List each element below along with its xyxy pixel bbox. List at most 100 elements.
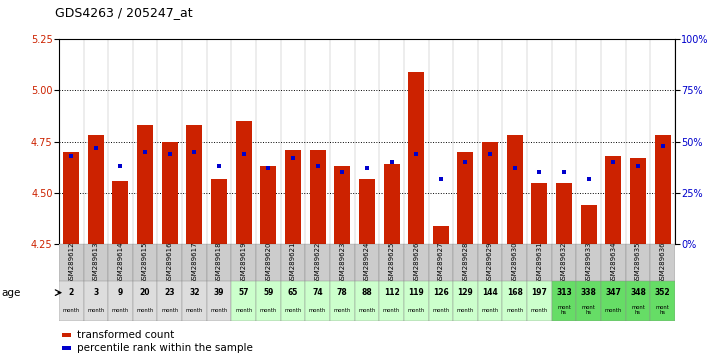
Text: 32: 32 (189, 288, 200, 297)
Bar (59, 244, 83, 281)
Bar (355, 281, 379, 321)
Text: 9: 9 (118, 288, 123, 297)
Text: mont
hs: mont hs (557, 305, 571, 315)
Point (238, 151, 249, 157)
Bar (453, 244, 477, 281)
Text: month: month (309, 308, 326, 313)
Point (213, 164, 225, 169)
Text: 144: 144 (482, 288, 498, 297)
Text: month: month (235, 308, 252, 313)
Text: month: month (408, 308, 425, 313)
Text: month: month (210, 308, 228, 313)
Bar (551, 244, 577, 281)
Text: GSM289634: GSM289634 (610, 241, 616, 284)
Bar (429, 281, 453, 321)
Bar (108, 244, 133, 281)
Text: GSM289617: GSM289617 (192, 241, 197, 284)
Text: GSM289630: GSM289630 (512, 241, 518, 284)
Text: 129: 129 (457, 288, 473, 297)
Text: GSM289620: GSM289620 (266, 241, 271, 284)
Text: month: month (284, 308, 302, 313)
Bar (187, 125, 202, 244)
Bar (507, 136, 523, 244)
Bar (182, 281, 207, 321)
Bar (453, 281, 477, 321)
Text: month: month (383, 308, 400, 313)
Bar (527, 244, 551, 281)
Text: GSM289619: GSM289619 (241, 241, 247, 284)
Point (633, 164, 644, 169)
Text: 119: 119 (409, 288, 424, 297)
Point (411, 151, 422, 157)
Bar (88, 136, 104, 244)
Text: month: month (186, 308, 203, 313)
Bar (577, 244, 601, 281)
Point (312, 164, 323, 169)
Point (115, 164, 126, 169)
Bar (408, 72, 424, 244)
Point (90, 145, 101, 150)
Text: month: month (161, 308, 178, 313)
Bar (261, 166, 276, 244)
Point (485, 151, 496, 157)
Point (189, 149, 200, 155)
Bar (429, 244, 453, 281)
Text: 3: 3 (93, 288, 98, 297)
Point (361, 165, 373, 171)
Point (386, 159, 397, 165)
Bar (359, 178, 375, 244)
Bar (157, 281, 182, 321)
Text: percentile rank within the sample: percentile rank within the sample (77, 343, 253, 353)
Text: transformed count: transformed count (77, 330, 174, 340)
Text: GSM289616: GSM289616 (167, 241, 173, 284)
Text: 348: 348 (630, 288, 646, 297)
Text: month: month (482, 308, 499, 313)
Text: 168: 168 (507, 288, 523, 297)
Bar (531, 183, 547, 244)
Bar (207, 281, 231, 321)
Bar (404, 281, 429, 321)
Bar (605, 156, 621, 244)
Text: 88: 88 (362, 288, 372, 297)
Bar (211, 178, 227, 244)
Bar (477, 281, 503, 321)
Bar (482, 142, 498, 244)
Bar (383, 164, 399, 244)
Point (65, 153, 77, 159)
Bar (651, 244, 675, 281)
Text: mont
hs: mont hs (582, 305, 596, 315)
Text: 197: 197 (531, 288, 547, 297)
Bar (256, 244, 281, 281)
Text: 74: 74 (312, 288, 323, 297)
Point (509, 165, 521, 171)
Bar (404, 244, 429, 281)
Text: GSM289625: GSM289625 (388, 242, 394, 284)
Text: GSM289621: GSM289621 (290, 241, 296, 284)
Bar (477, 244, 503, 281)
Point (263, 165, 274, 171)
Text: age: age (1, 288, 21, 298)
Text: month: month (457, 308, 474, 313)
Bar (162, 142, 178, 244)
Text: GSM289613: GSM289613 (93, 241, 99, 284)
Point (139, 149, 151, 155)
Bar (256, 281, 281, 321)
Bar (133, 244, 157, 281)
Bar (433, 226, 449, 244)
Bar (581, 205, 597, 244)
Bar (59, 281, 83, 321)
Bar (630, 158, 646, 244)
Bar (577, 281, 601, 321)
Bar (379, 244, 404, 281)
Bar (527, 281, 551, 321)
Text: GSM289628: GSM289628 (462, 241, 468, 284)
Bar (651, 281, 675, 321)
Text: GSM289622: GSM289622 (314, 242, 321, 284)
Text: GSM289635: GSM289635 (635, 241, 641, 284)
Text: 352: 352 (655, 288, 671, 297)
Bar (625, 244, 651, 281)
Text: month: month (112, 308, 129, 313)
Text: GSM289615: GSM289615 (142, 241, 148, 284)
Bar (236, 121, 252, 244)
Bar (379, 281, 404, 321)
